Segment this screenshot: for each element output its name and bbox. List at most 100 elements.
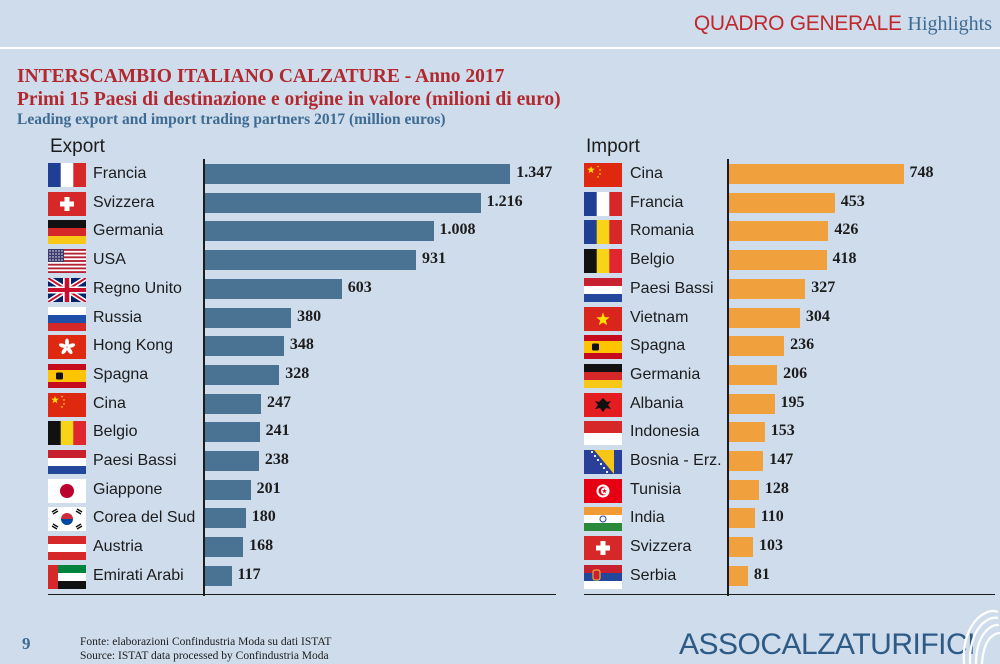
import-country-label: Romania [630,222,695,240]
flag-nl-icon [48,450,86,474]
flag-rs-icon [584,564,622,589]
export-country-label: Russia [93,308,142,326]
export-country-label: Svizzera [93,193,155,211]
import-value-label: 304 [805,307,830,325]
flag-cn-icon [584,163,622,187]
export-country-label: Cina [93,394,126,412]
flag-be-icon [584,249,622,274]
import-country-label: Spagna [630,337,686,355]
source-italian: Fonte: elaborazioni Confindustria Moda s… [80,636,332,648]
import-country-label: Tunisia [630,480,681,498]
import-country-label: Indonesia [630,423,700,441]
export-row: Regno Unito 603 [0,275,1000,304]
import-bar [729,307,800,328]
export-row: Hong Kong 348 [0,333,1000,361]
import-bar [729,451,764,471]
flag-al-icon [584,392,622,417]
export-bar [205,422,260,443]
export-bar [205,307,292,328]
import-row: Germania 206 [0,362,1000,390]
flag-es-icon [584,335,622,360]
export-value-label: 247 [267,393,291,411]
import-country-label: Albania [630,394,684,412]
import-bar [729,250,827,271]
export-country-label: Corea del Sud [93,509,196,527]
export-country-label: Belgio [93,423,138,441]
export-row: Spagna 328 [0,362,1000,390]
import-value-label: 327 [811,278,836,296]
export-row: Cina 247 [0,391,1000,419]
import-bar [729,393,775,414]
import-country-label: Germania [630,365,701,383]
section-subtitle: Highlights [907,13,992,35]
export-row: Russia 380 [0,305,1000,333]
export-value-label: 603 [347,278,372,296]
source-english: Source: ISTAT data processed by Confindu… [80,650,329,662]
section-title: QUADRO GENERALE [693,12,902,35]
section-header: QUADRO GENERALE Highlights [694,12,992,36]
import-value-label: 103 [759,537,783,555]
export-country-label: Austria [93,538,143,556]
import-value-label: 418 [832,250,857,268]
import-row: Paesi Bassi 327 [0,276,1000,304]
import-value-label: 453 [840,192,865,210]
import-value-label: 748 [909,164,934,181]
export-country-label: Regno Unito [93,279,182,297]
import-bar [729,278,806,299]
import-bar [729,364,778,385]
flag-be-icon [48,421,86,446]
import-bar [729,537,753,558]
export-bar [205,278,342,299]
import-country-label: Serbia [630,566,677,584]
import-value-label: 128 [764,479,789,497]
flag-ae-icon [48,564,86,589]
export-bar [205,393,261,414]
export-bar [205,192,481,213]
export-country-label: Emirati Arabi [93,566,184,584]
import-value-label: 147 [769,451,794,468]
export-value-label: 1.347 [516,164,553,181]
export-country-label: Spagna [93,365,149,383]
export-row: Emirati Arabi 117 [0,563,1000,591]
import-value-label: 110 [760,508,784,526]
export-bar [205,451,259,471]
export-row: USA 931 [0,247,1000,275]
export-bar [205,565,232,586]
export-bar [205,164,511,184]
import-country-label: Paesi Bassi [630,279,714,297]
import-bar [729,336,785,357]
import-value-label: 153 [770,422,795,440]
import-row: India 110 [0,505,1000,533]
export-value-label: 931 [422,250,446,268]
flag-de-icon [584,363,622,388]
chart-subtitle-english: Leading export and import trading partne… [17,111,446,128]
flag-es-icon [48,363,86,388]
import-row: Tunisia 128 [0,477,1000,505]
flag-vn-icon [584,306,622,331]
import-bar [729,565,748,586]
export-bar [205,508,246,529]
flag-ro-icon [584,220,622,245]
export-country-label: Paesi Bassi [93,452,177,469]
export-bar [205,336,284,357]
export-bar [205,364,280,385]
import-panel-title: Import [586,136,640,157]
import-bar [729,192,835,213]
import-baseline [584,593,995,595]
import-country-label: Francia [630,193,684,211]
import-axis-line [727,159,729,596]
export-baseline [48,593,556,595]
brand-logo-text: ASSOCALZATURIFICI [679,628,975,661]
import-row: Albania 195 [0,391,1000,419]
import-row: Indonesia 153 [0,419,1000,447]
import-value-label: 206 [783,364,808,382]
export-row: Belgio 241 [0,419,1000,447]
import-country-label: Belgio [630,251,675,269]
import-row: Bosnia - Erz. 147 [0,448,1000,476]
import-bar [729,164,904,184]
export-bar [205,221,434,242]
export-value-label: 201 [256,479,281,497]
export-value-label: 117 [237,565,261,583]
flag-fr-icon [48,163,86,187]
export-country-label: Germania [93,222,164,240]
